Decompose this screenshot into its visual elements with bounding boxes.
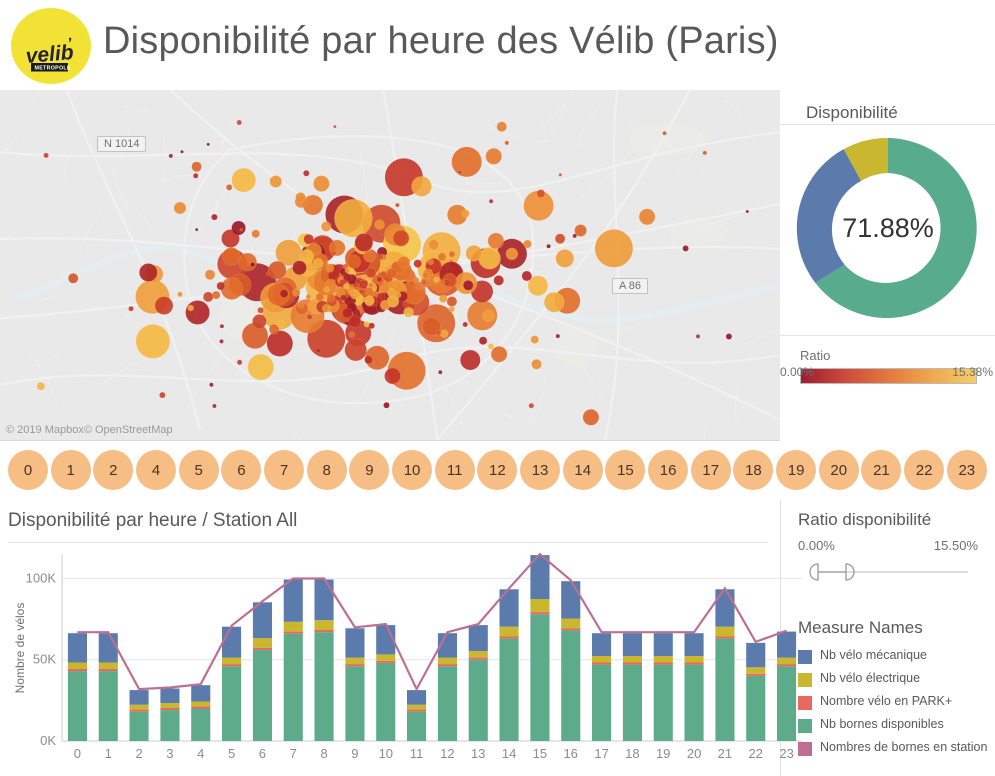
- svg-text:15: 15: [533, 746, 547, 761]
- svg-text:7: 7: [290, 746, 297, 761]
- svg-text:6: 6: [259, 746, 266, 761]
- svg-text:100K: 100K: [26, 570, 57, 585]
- svg-text:12: 12: [440, 746, 454, 761]
- svg-text:14: 14: [502, 746, 516, 761]
- svg-text:50K: 50K: [33, 652, 56, 667]
- svg-text:13: 13: [471, 746, 485, 761]
- svg-text:METROPOLE: METROPOLE: [35, 66, 71, 72]
- svg-text:19: 19: [656, 746, 670, 761]
- svg-text:2: 2: [135, 746, 142, 761]
- svg-text:8: 8: [320, 746, 327, 761]
- svg-text:4: 4: [197, 746, 204, 761]
- svg-text:0: 0: [74, 746, 81, 761]
- svg-text:18: 18: [625, 746, 639, 761]
- svg-text:0K: 0K: [40, 733, 56, 748]
- svg-text:1: 1: [105, 746, 112, 761]
- svg-text:10: 10: [379, 746, 393, 761]
- svg-text:16: 16: [563, 746, 577, 761]
- svg-text:17: 17: [594, 746, 608, 761]
- svg-text:11: 11: [410, 746, 424, 761]
- svg-text:21: 21: [718, 746, 732, 761]
- svg-text:3: 3: [166, 746, 173, 761]
- svg-text:5: 5: [228, 746, 235, 761]
- svg-text:20: 20: [687, 746, 701, 761]
- svg-text:22: 22: [748, 746, 762, 761]
- svg-text:9: 9: [351, 746, 358, 761]
